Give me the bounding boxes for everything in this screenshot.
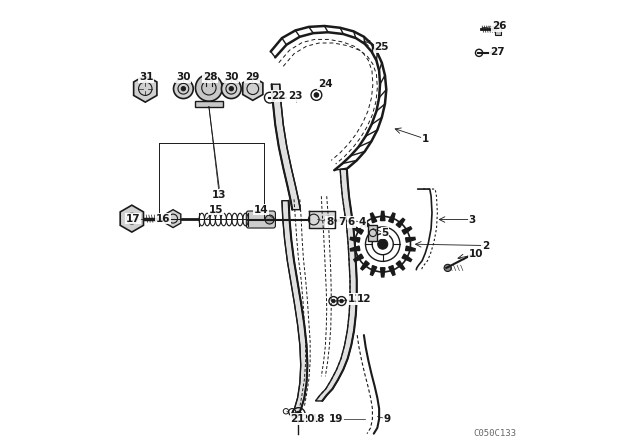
Text: 15: 15 <box>209 205 223 215</box>
Text: 30: 30 <box>224 72 239 82</box>
Polygon shape <box>396 218 404 228</box>
Polygon shape <box>396 261 404 270</box>
Text: 5: 5 <box>381 228 388 238</box>
Circle shape <box>444 264 451 271</box>
FancyBboxPatch shape <box>246 211 275 228</box>
Polygon shape <box>316 169 356 401</box>
Circle shape <box>332 299 335 303</box>
Circle shape <box>181 86 186 91</box>
Text: 20: 20 <box>300 414 315 424</box>
Text: 21: 21 <box>291 414 305 424</box>
Polygon shape <box>361 261 369 270</box>
Text: 6: 6 <box>348 217 355 227</box>
Text: 19: 19 <box>328 414 343 424</box>
Polygon shape <box>271 84 300 210</box>
Polygon shape <box>371 213 377 223</box>
Polygon shape <box>381 268 385 277</box>
Polygon shape <box>406 237 415 242</box>
Text: 14: 14 <box>253 205 268 215</box>
Text: 10: 10 <box>468 250 483 259</box>
Text: 31: 31 <box>139 72 154 82</box>
Polygon shape <box>388 266 395 276</box>
Polygon shape <box>371 266 377 276</box>
Text: 11: 11 <box>348 294 362 304</box>
Polygon shape <box>402 254 412 262</box>
Polygon shape <box>406 246 415 251</box>
Text: 2: 2 <box>482 241 490 250</box>
Circle shape <box>229 86 234 91</box>
Text: 28: 28 <box>203 72 218 82</box>
Text: C050C133: C050C133 <box>473 429 516 438</box>
Polygon shape <box>350 246 360 251</box>
Circle shape <box>265 215 274 224</box>
Text: 12: 12 <box>356 294 371 304</box>
Text: 30: 30 <box>176 72 191 82</box>
Polygon shape <box>350 237 360 242</box>
Polygon shape <box>195 101 223 107</box>
Text: 1: 1 <box>422 134 429 144</box>
Text: 7: 7 <box>338 217 345 227</box>
Text: 18: 18 <box>310 414 325 424</box>
Polygon shape <box>309 211 335 228</box>
Polygon shape <box>388 213 395 223</box>
Circle shape <box>314 93 319 97</box>
Polygon shape <box>134 75 157 102</box>
Text: 9: 9 <box>383 414 391 424</box>
Text: 26: 26 <box>492 21 506 31</box>
Text: 27: 27 <box>490 47 504 56</box>
Circle shape <box>340 299 343 303</box>
Polygon shape <box>354 227 364 234</box>
Text: 8: 8 <box>326 217 333 227</box>
Polygon shape <box>282 201 307 417</box>
Bar <box>495 23 502 35</box>
Polygon shape <box>243 77 263 100</box>
Text: 3: 3 <box>468 215 476 224</box>
Polygon shape <box>361 218 369 228</box>
Text: 29: 29 <box>244 72 259 82</box>
Circle shape <box>221 79 241 99</box>
Bar <box>369 225 378 241</box>
Polygon shape <box>354 254 364 262</box>
Polygon shape <box>402 227 412 234</box>
Polygon shape <box>165 210 181 228</box>
Circle shape <box>173 79 193 99</box>
Text: 13: 13 <box>212 190 227 200</box>
Text: 4: 4 <box>359 217 366 227</box>
Text: 23: 23 <box>288 91 303 101</box>
Text: 16: 16 <box>156 214 170 224</box>
Polygon shape <box>120 205 143 232</box>
Polygon shape <box>381 211 385 220</box>
Circle shape <box>195 74 222 101</box>
Text: 22: 22 <box>271 91 286 101</box>
Text: 17: 17 <box>125 214 140 224</box>
Text: 24: 24 <box>318 79 333 89</box>
Circle shape <box>378 239 388 249</box>
Text: 25: 25 <box>374 42 389 52</box>
Circle shape <box>295 411 301 418</box>
